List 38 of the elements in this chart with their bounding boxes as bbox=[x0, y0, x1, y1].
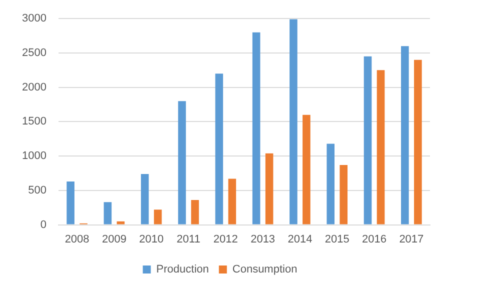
y-tick-label: 1500 bbox=[22, 116, 46, 128]
x-tick-label: 2012 bbox=[213, 233, 238, 246]
y-tick-label: 3000 bbox=[22, 12, 46, 25]
bar bbox=[154, 210, 162, 224]
x-tick-label: 2010 bbox=[139, 233, 164, 246]
bar bbox=[116, 221, 125, 224]
bar bbox=[140, 174, 149, 224]
bar bbox=[302, 114, 310, 224]
bar bbox=[265, 153, 274, 224]
bar bbox=[401, 46, 409, 224]
legend-label: Consumption bbox=[232, 264, 298, 276]
bar bbox=[290, 19, 298, 224]
x-tick-label: 2017 bbox=[399, 233, 424, 246]
bar bbox=[414, 60, 422, 224]
bar bbox=[66, 182, 74, 224]
bar bbox=[376, 70, 385, 224]
bar bbox=[228, 178, 236, 224]
y-tick-label: 2000 bbox=[22, 81, 46, 94]
bar bbox=[191, 200, 199, 224]
y-tick-label: 0 bbox=[40, 218, 46, 231]
y-tick-label: 500 bbox=[28, 184, 46, 196]
x-tick-label: 2014 bbox=[288, 233, 312, 246]
bar bbox=[340, 165, 348, 224]
x-tick-label: 2008 bbox=[64, 233, 90, 246]
bar bbox=[364, 56, 372, 224]
y-tick-label: 1000 bbox=[22, 150, 46, 162]
x-tick-label: 2016 bbox=[362, 233, 387, 246]
x-tick-label: 2013 bbox=[250, 233, 276, 246]
bar bbox=[178, 101, 186, 224]
x-tick-label: 2011 bbox=[176, 233, 200, 246]
x-tick-label: 2009 bbox=[102, 233, 126, 246]
bar bbox=[215, 74, 224, 224]
bar bbox=[252, 32, 260, 224]
legend-label: Production bbox=[156, 264, 209, 276]
bar bbox=[326, 144, 335, 224]
bar bbox=[104, 202, 112, 224]
x-tick-label: 2015 bbox=[324, 233, 350, 246]
y-tick-label: 2500 bbox=[22, 47, 46, 59]
